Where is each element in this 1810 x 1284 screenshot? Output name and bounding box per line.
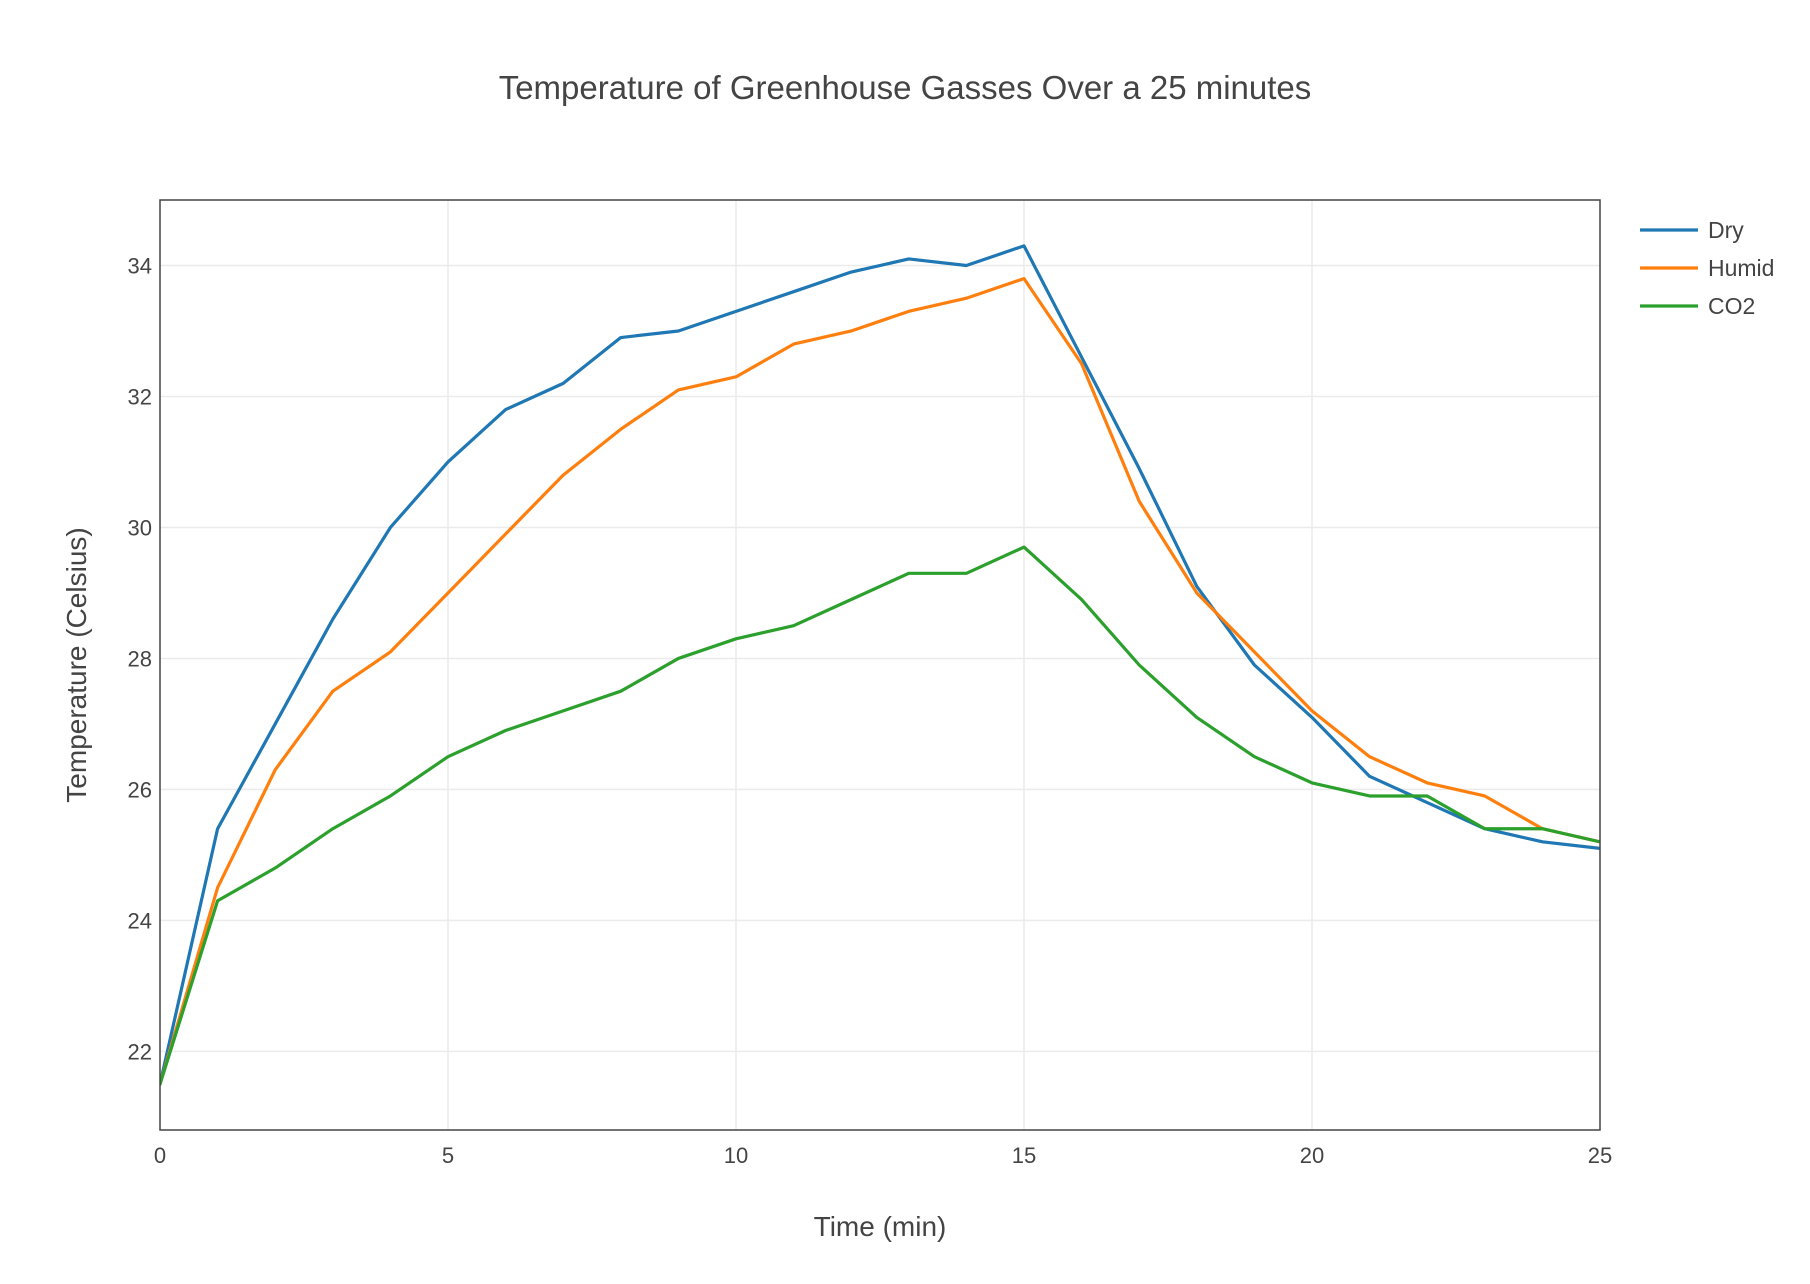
x-tick-label: 5	[442, 1143, 454, 1168]
x-tick-label: 20	[1300, 1143, 1324, 1168]
y-tick-label: 26	[128, 777, 152, 802]
series-lines	[160, 244, 1600, 1086]
x-tick-label: 15	[1012, 1143, 1036, 1168]
legend-item-humid[interactable]: Humid	[1640, 255, 1774, 281]
y-axis-title: Temperature (Celsius)	[61, 527, 92, 802]
x-axis-ticks: 0 5 10 15 20 25	[154, 1143, 1612, 1168]
x-tick-label: 25	[1588, 1143, 1612, 1168]
series-line-dry[interactable]	[160, 244, 1600, 1086]
legend-item-dry[interactable]: Dry	[1640, 217, 1744, 243]
series-line-humid[interactable]	[160, 276, 1600, 1086]
y-tick-label: 34	[128, 253, 152, 278]
y-tick-label: 24	[128, 908, 152, 933]
x-tick-label: 10	[724, 1143, 748, 1168]
legend-label: CO2	[1708, 293, 1755, 319]
legend-label: Humid	[1708, 255, 1774, 281]
x-axis-title: Time (min)	[814, 1211, 947, 1242]
y-tick-label: 22	[128, 1039, 152, 1064]
x-tick-label: 0	[154, 1143, 166, 1168]
y-tick-label: 28	[128, 646, 152, 671]
y-tick-label: 32	[128, 384, 152, 409]
y-tick-label: 30	[128, 515, 152, 540]
chart-title: Temperature of Greenhouse Gasses Over a …	[499, 69, 1312, 106]
legend-label: Dry	[1708, 217, 1744, 243]
series-line-co2[interactable]	[160, 545, 1600, 1086]
legend-item-co2[interactable]: CO2	[1640, 293, 1755, 319]
legend[interactable]: Dry Humid CO2	[1640, 217, 1774, 319]
y-axis-ticks: 22 24 26 28 30 32 34	[128, 253, 152, 1064]
plot-frame	[159, 199, 1601, 1131]
gridlines	[160, 200, 1600, 1130]
